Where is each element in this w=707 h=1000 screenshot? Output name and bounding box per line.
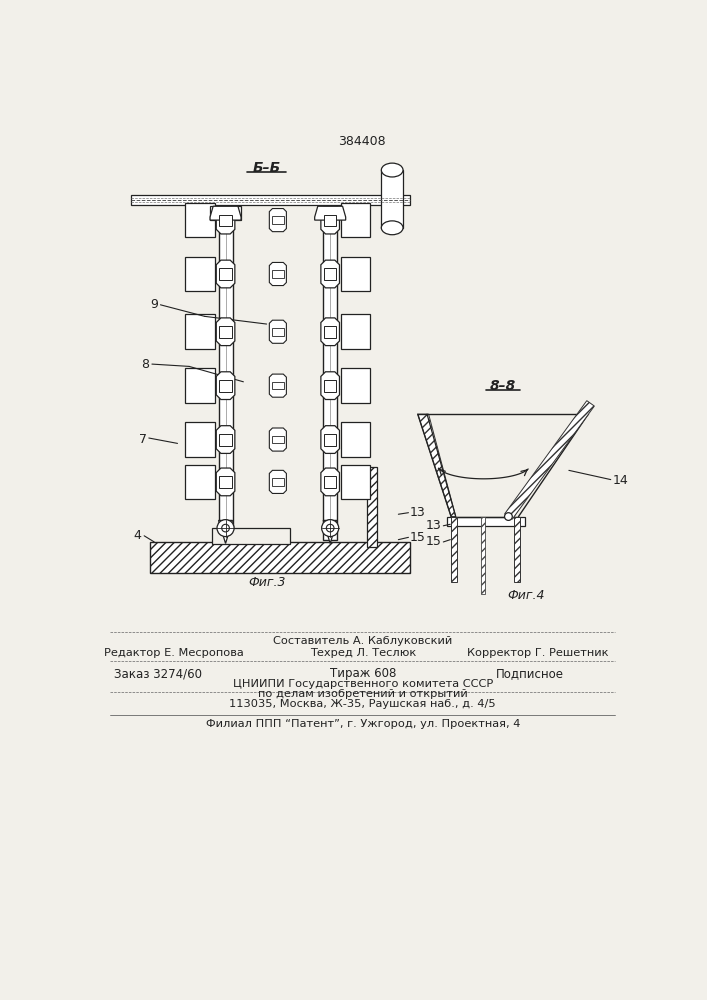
Circle shape bbox=[327, 524, 334, 532]
Bar bbox=[481, 517, 485, 594]
Text: Техред Л. Теслюк: Техред Л. Теслюк bbox=[310, 648, 416, 658]
Text: 7: 7 bbox=[139, 433, 146, 446]
Bar bbox=[448, 517, 525, 526]
Polygon shape bbox=[323, 520, 337, 544]
Bar bbox=[219, 215, 232, 226]
Text: Б–Б: Б–Б bbox=[252, 161, 281, 175]
Bar bbox=[341, 203, 370, 237]
Polygon shape bbox=[269, 262, 286, 286]
Polygon shape bbox=[321, 206, 339, 234]
Text: 9: 9 bbox=[151, 298, 158, 311]
Bar bbox=[451, 517, 457, 582]
Polygon shape bbox=[269, 374, 286, 397]
Circle shape bbox=[222, 524, 229, 532]
Text: Корректор Г. Решетник: Корректор Г. Решетник bbox=[467, 648, 609, 658]
Circle shape bbox=[322, 520, 339, 537]
Polygon shape bbox=[321, 318, 339, 346]
Bar bbox=[341, 422, 370, 457]
Polygon shape bbox=[269, 470, 286, 493]
Text: 15: 15 bbox=[426, 535, 442, 548]
Polygon shape bbox=[321, 260, 339, 288]
Circle shape bbox=[505, 513, 513, 520]
Polygon shape bbox=[321, 426, 339, 453]
Bar bbox=[341, 257, 370, 291]
Bar bbox=[341, 465, 370, 499]
Bar bbox=[151, 542, 410, 573]
Circle shape bbox=[217, 520, 234, 537]
Bar bbox=[185, 422, 215, 457]
Bar bbox=[271, 382, 284, 389]
Polygon shape bbox=[216, 206, 235, 234]
Text: 384408: 384408 bbox=[338, 135, 386, 148]
Bar bbox=[185, 465, 215, 499]
Bar bbox=[185, 314, 215, 349]
Polygon shape bbox=[216, 260, 235, 288]
Polygon shape bbox=[216, 468, 235, 496]
Bar bbox=[219, 380, 232, 392]
Text: 15: 15 bbox=[410, 531, 426, 544]
Text: 8–8: 8–8 bbox=[490, 379, 516, 393]
Polygon shape bbox=[321, 468, 339, 496]
Polygon shape bbox=[269, 209, 286, 232]
Text: Подписное: Подписное bbox=[496, 667, 564, 680]
Bar bbox=[185, 257, 215, 291]
Text: 13: 13 bbox=[426, 519, 442, 532]
Bar bbox=[514, 517, 520, 582]
Bar bbox=[381, 170, 403, 228]
Text: Фиг.4: Фиг.4 bbox=[508, 589, 545, 602]
Bar bbox=[271, 478, 284, 486]
Bar bbox=[324, 476, 337, 488]
Text: Тираж 608: Тираж 608 bbox=[329, 667, 396, 680]
Polygon shape bbox=[216, 372, 235, 400]
Text: 113035, Москва, Ж-35, Раушская наб., д. 4/5: 113035, Москва, Ж-35, Раушская наб., д. … bbox=[229, 699, 496, 709]
Polygon shape bbox=[210, 206, 241, 220]
Bar bbox=[185, 203, 215, 237]
Bar bbox=[368, 466, 377, 547]
Text: 13: 13 bbox=[410, 506, 426, 519]
Polygon shape bbox=[269, 320, 286, 343]
Polygon shape bbox=[218, 520, 233, 544]
Bar bbox=[323, 206, 337, 540]
Bar bbox=[210, 206, 241, 220]
Bar bbox=[219, 434, 232, 446]
Ellipse shape bbox=[381, 221, 403, 235]
Text: 8: 8 bbox=[141, 358, 149, 371]
Text: Редактор Е. Месропова: Редактор Е. Месропова bbox=[104, 648, 243, 658]
Bar bbox=[324, 268, 337, 280]
Bar bbox=[271, 270, 284, 278]
Ellipse shape bbox=[381, 163, 403, 177]
Text: Филиал ППП “Патент”, г. Ужгород, ул. Проектная, 4: Филиал ППП “Патент”, г. Ужгород, ул. Про… bbox=[206, 719, 520, 729]
Text: по делам изобретений и открытий: по делам изобретений и открытий bbox=[258, 689, 467, 699]
Polygon shape bbox=[315, 206, 346, 220]
Bar bbox=[341, 314, 370, 349]
Polygon shape bbox=[216, 318, 235, 346]
Polygon shape bbox=[321, 372, 339, 400]
Polygon shape bbox=[418, 414, 456, 517]
Bar bbox=[324, 215, 337, 226]
Bar bbox=[219, 476, 232, 488]
Text: ЦНИИПИ Государственного комитета СССР: ЦНИИПИ Государственного комитета СССР bbox=[233, 679, 493, 689]
Bar bbox=[219, 326, 232, 338]
Bar bbox=[341, 368, 370, 403]
Text: Заказ 3274/60: Заказ 3274/60 bbox=[114, 667, 202, 680]
Text: 4: 4 bbox=[133, 529, 141, 542]
Bar bbox=[185, 368, 215, 403]
Bar bbox=[324, 434, 337, 446]
Bar bbox=[324, 380, 337, 392]
Bar bbox=[219, 268, 232, 280]
Bar bbox=[212, 528, 290, 544]
Text: Фиг.3: Фиг.3 bbox=[248, 576, 286, 588]
Bar bbox=[271, 216, 284, 224]
Polygon shape bbox=[505, 401, 595, 519]
Bar bbox=[324, 326, 337, 338]
Bar bbox=[271, 328, 284, 336]
Polygon shape bbox=[269, 428, 286, 451]
Bar bbox=[218, 206, 233, 540]
Text: Составитель А. Каблуковский: Составитель А. Каблуковский bbox=[273, 636, 452, 646]
Bar bbox=[271, 436, 284, 443]
Bar bbox=[131, 195, 410, 205]
Text: 14: 14 bbox=[612, 474, 628, 487]
Polygon shape bbox=[216, 426, 235, 453]
